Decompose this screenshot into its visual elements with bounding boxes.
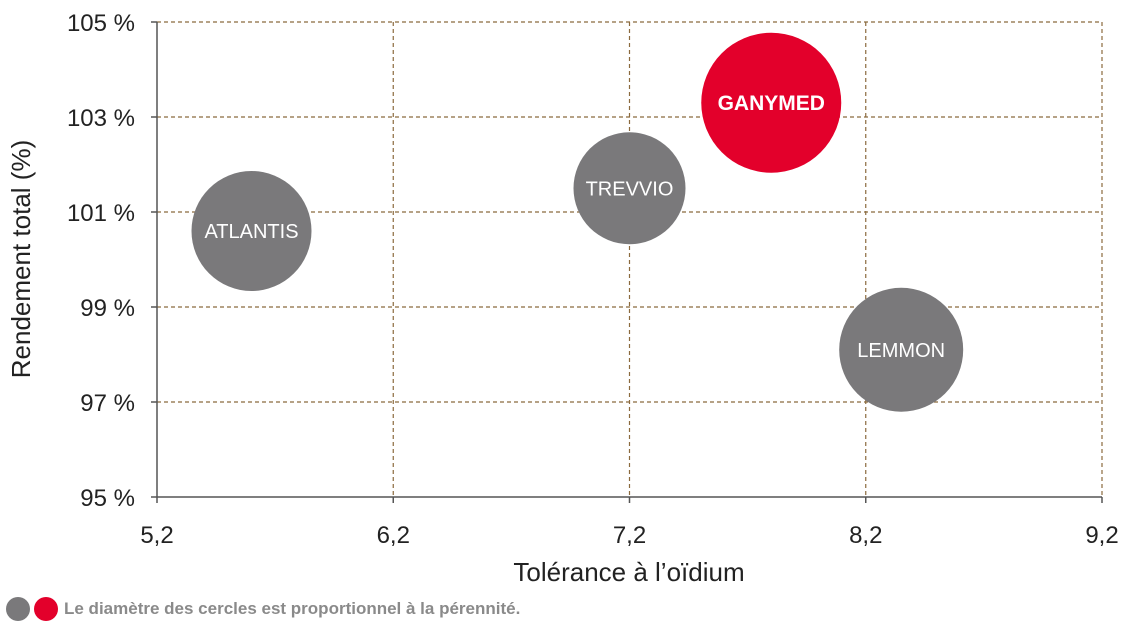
x-tick-label: 7,2 [613,522,646,549]
bubble-circle [701,32,842,173]
bubble-label: LEMMON [857,340,945,362]
bubble-circle [839,287,964,412]
y-tick-label: 95 % [80,485,135,512]
bubble-circle [191,171,312,291]
x-tick-label: 8,2 [849,522,882,549]
bubble-circle [573,132,686,245]
x-tick-label: 6,2 [377,522,410,549]
x-axis-title: Tolérance à l’oïdium [513,557,744,587]
bubble-label: TREVVIO [586,178,674,200]
y-axis-title: Rendement total (%) [6,140,36,378]
legend-red-dot-icon [34,597,58,621]
bubble-trevvio: TREVVIO [573,132,686,245]
y-tick-label: 101 % [67,200,135,227]
bubble-ganymed: GANYMED [701,32,842,173]
bubble-lemmon: LEMMON [839,287,964,412]
y-tick-label: 103 % [67,105,135,132]
legend-text: Le diamètre des cercles est proportionne… [64,599,521,618]
x-tick-label: 9,2 [1085,522,1118,549]
legend-gray-dot-icon [6,597,30,621]
legend-note: Le diamètre des cercles est proportionne… [6,596,520,622]
bubbles: ATLANTIS TREVVIO GANYMED LEMMON [191,32,964,412]
x-tick-label: 5,2 [140,522,173,549]
y-tick-label: 105 % [67,10,135,37]
tick-labels: 5,2 6,2 7,2 8,2 9,2 95 % 97 % 99 % 101 % 103 % 105… [67,10,1119,549]
bubble-atlantis: ATLANTIS [191,171,312,291]
y-tick-label: 97 % [80,390,135,417]
y-tick-label: 99 % [80,295,135,322]
bubble-label: GANYMED [718,92,825,115]
bubble-label: ATLANTIS [204,221,298,243]
